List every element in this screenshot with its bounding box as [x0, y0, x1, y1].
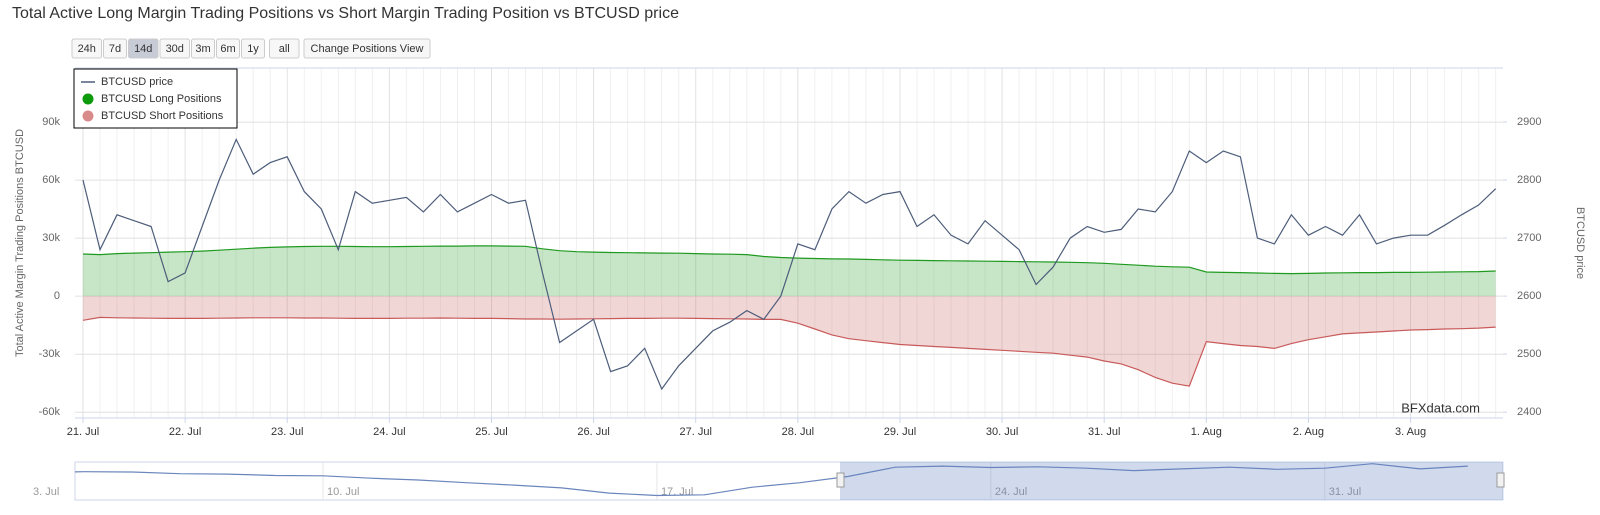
range-button[interactable]: 14d	[128, 38, 159, 59]
button-label[interactable]: 14d	[134, 43, 152, 55]
y2-axis-label: BTCUSD price	[1574, 207, 1586, 279]
y-tick-label: 90k	[42, 116, 60, 128]
y-tick-label: 60k	[42, 174, 60, 186]
legend-symbol	[82, 93, 94, 105]
y-axis-label: Total Active Margin Trading Positions BT…	[14, 129, 26, 357]
area-fill	[83, 296, 1496, 387]
navigator-label: 17. Jul	[661, 486, 693, 498]
button-bg	[128, 38, 159, 59]
legend-label: BTCUSD Short Positions	[101, 110, 224, 122]
range-button[interactable]: 1y	[241, 38, 265, 59]
x-tick-label: 3. Aug	[1395, 426, 1426, 438]
area-line	[82, 316, 1496, 387]
y-tick-label: 0	[54, 290, 60, 302]
range-button[interactable]: 3m	[191, 38, 215, 59]
y2-tick-label: 2400	[1517, 406, 1541, 418]
y2-tick-label: 2900	[1517, 116, 1541, 128]
x-tick-label: 31. Jul	[1088, 426, 1120, 438]
button-label[interactable]: 24h	[78, 43, 96, 55]
x-tick-label: 30. Jul	[986, 426, 1018, 438]
legend-box	[73, 68, 238, 129]
x-tick-label: 21. Jul	[67, 426, 99, 438]
button-label[interactable]: 6m	[220, 43, 235, 55]
legend-label: BTCUSD price	[101, 76, 173, 88]
button-label[interactable]: 30d	[166, 43, 184, 55]
y2-tick-label: 2800	[1517, 174, 1541, 186]
y-tick-label: -60k	[39, 406, 61, 418]
area-line	[82, 245, 1496, 275]
y2-tick-label: 2600	[1517, 290, 1541, 302]
plot	[82, 137, 1497, 391]
button-bg	[103, 38, 127, 59]
button-bg	[269, 38, 300, 59]
range-button[interactable]: 7d	[103, 38, 127, 59]
button-bg	[71, 38, 102, 59]
button-bg	[159, 38, 190, 59]
view-button[interactable]: Change Positions View	[303, 38, 431, 59]
navigator-handle[interactable]	[1496, 472, 1505, 488]
button-label[interactable]: Change Positions View	[311, 43, 424, 55]
x-tick-label: 28. Jul	[782, 426, 814, 438]
navigator-label: 10. Jul	[327, 486, 359, 498]
range-button[interactable]: all	[269, 38, 300, 59]
y2-tick-label: 2700	[1517, 232, 1541, 244]
x-tick-label: 23. Jul	[271, 426, 303, 438]
x-tick-label: 26. Jul	[577, 426, 609, 438]
x-tick-label: 22. Jul	[169, 426, 201, 438]
x-tick-label: 1. Aug	[1191, 426, 1222, 438]
button-label[interactable]: 3m	[195, 43, 210, 55]
button-bg	[216, 38, 240, 59]
button-bg	[191, 38, 215, 59]
y2-tick-label: 2500	[1517, 348, 1541, 360]
navigator-line	[75, 463, 1468, 497]
navigator-label: 24. Jul	[995, 486, 1027, 498]
credit: BFXdata.com	[1401, 400, 1480, 415]
navigator-handle[interactable]	[836, 472, 845, 488]
y-tick-label: -30k	[39, 348, 61, 360]
navigator-label: 3. Jul	[33, 486, 59, 498]
button-label[interactable]: all	[279, 43, 290, 55]
range-button[interactable]: 30d	[159, 38, 190, 59]
legend-symbol	[82, 110, 94, 122]
navigator-selection[interactable]	[840, 462, 1503, 500]
x-tick-label: 25. Jul	[475, 426, 507, 438]
x-tick-label: 27. Jul	[680, 426, 712, 438]
chart-title: Total Active Long Margin Trading Positio…	[12, 5, 679, 22]
button-label[interactable]: 1y	[247, 43, 259, 55]
button-bg	[241, 38, 265, 59]
button-label[interactable]: 7d	[109, 43, 121, 55]
legend: BTCUSD price BTCUSD Long Positions BTCUSD …	[73, 68, 238, 129]
navigator-label: 31. Jul	[1329, 486, 1361, 498]
x-tick-label: 29. Jul	[884, 426, 916, 438]
price-line	[82, 137, 1497, 391]
range-button[interactable]: 24h	[71, 38, 102, 59]
button-bg	[303, 38, 431, 59]
legend-label: BTCUSD Long Positions	[101, 93, 222, 105]
range-button[interactable]: 6m	[216, 38, 240, 59]
x-tick-label: 24. Jul	[373, 426, 405, 438]
x-tick-label: 2. Aug	[1293, 426, 1324, 438]
y-tick-label: 30k	[42, 232, 60, 244]
